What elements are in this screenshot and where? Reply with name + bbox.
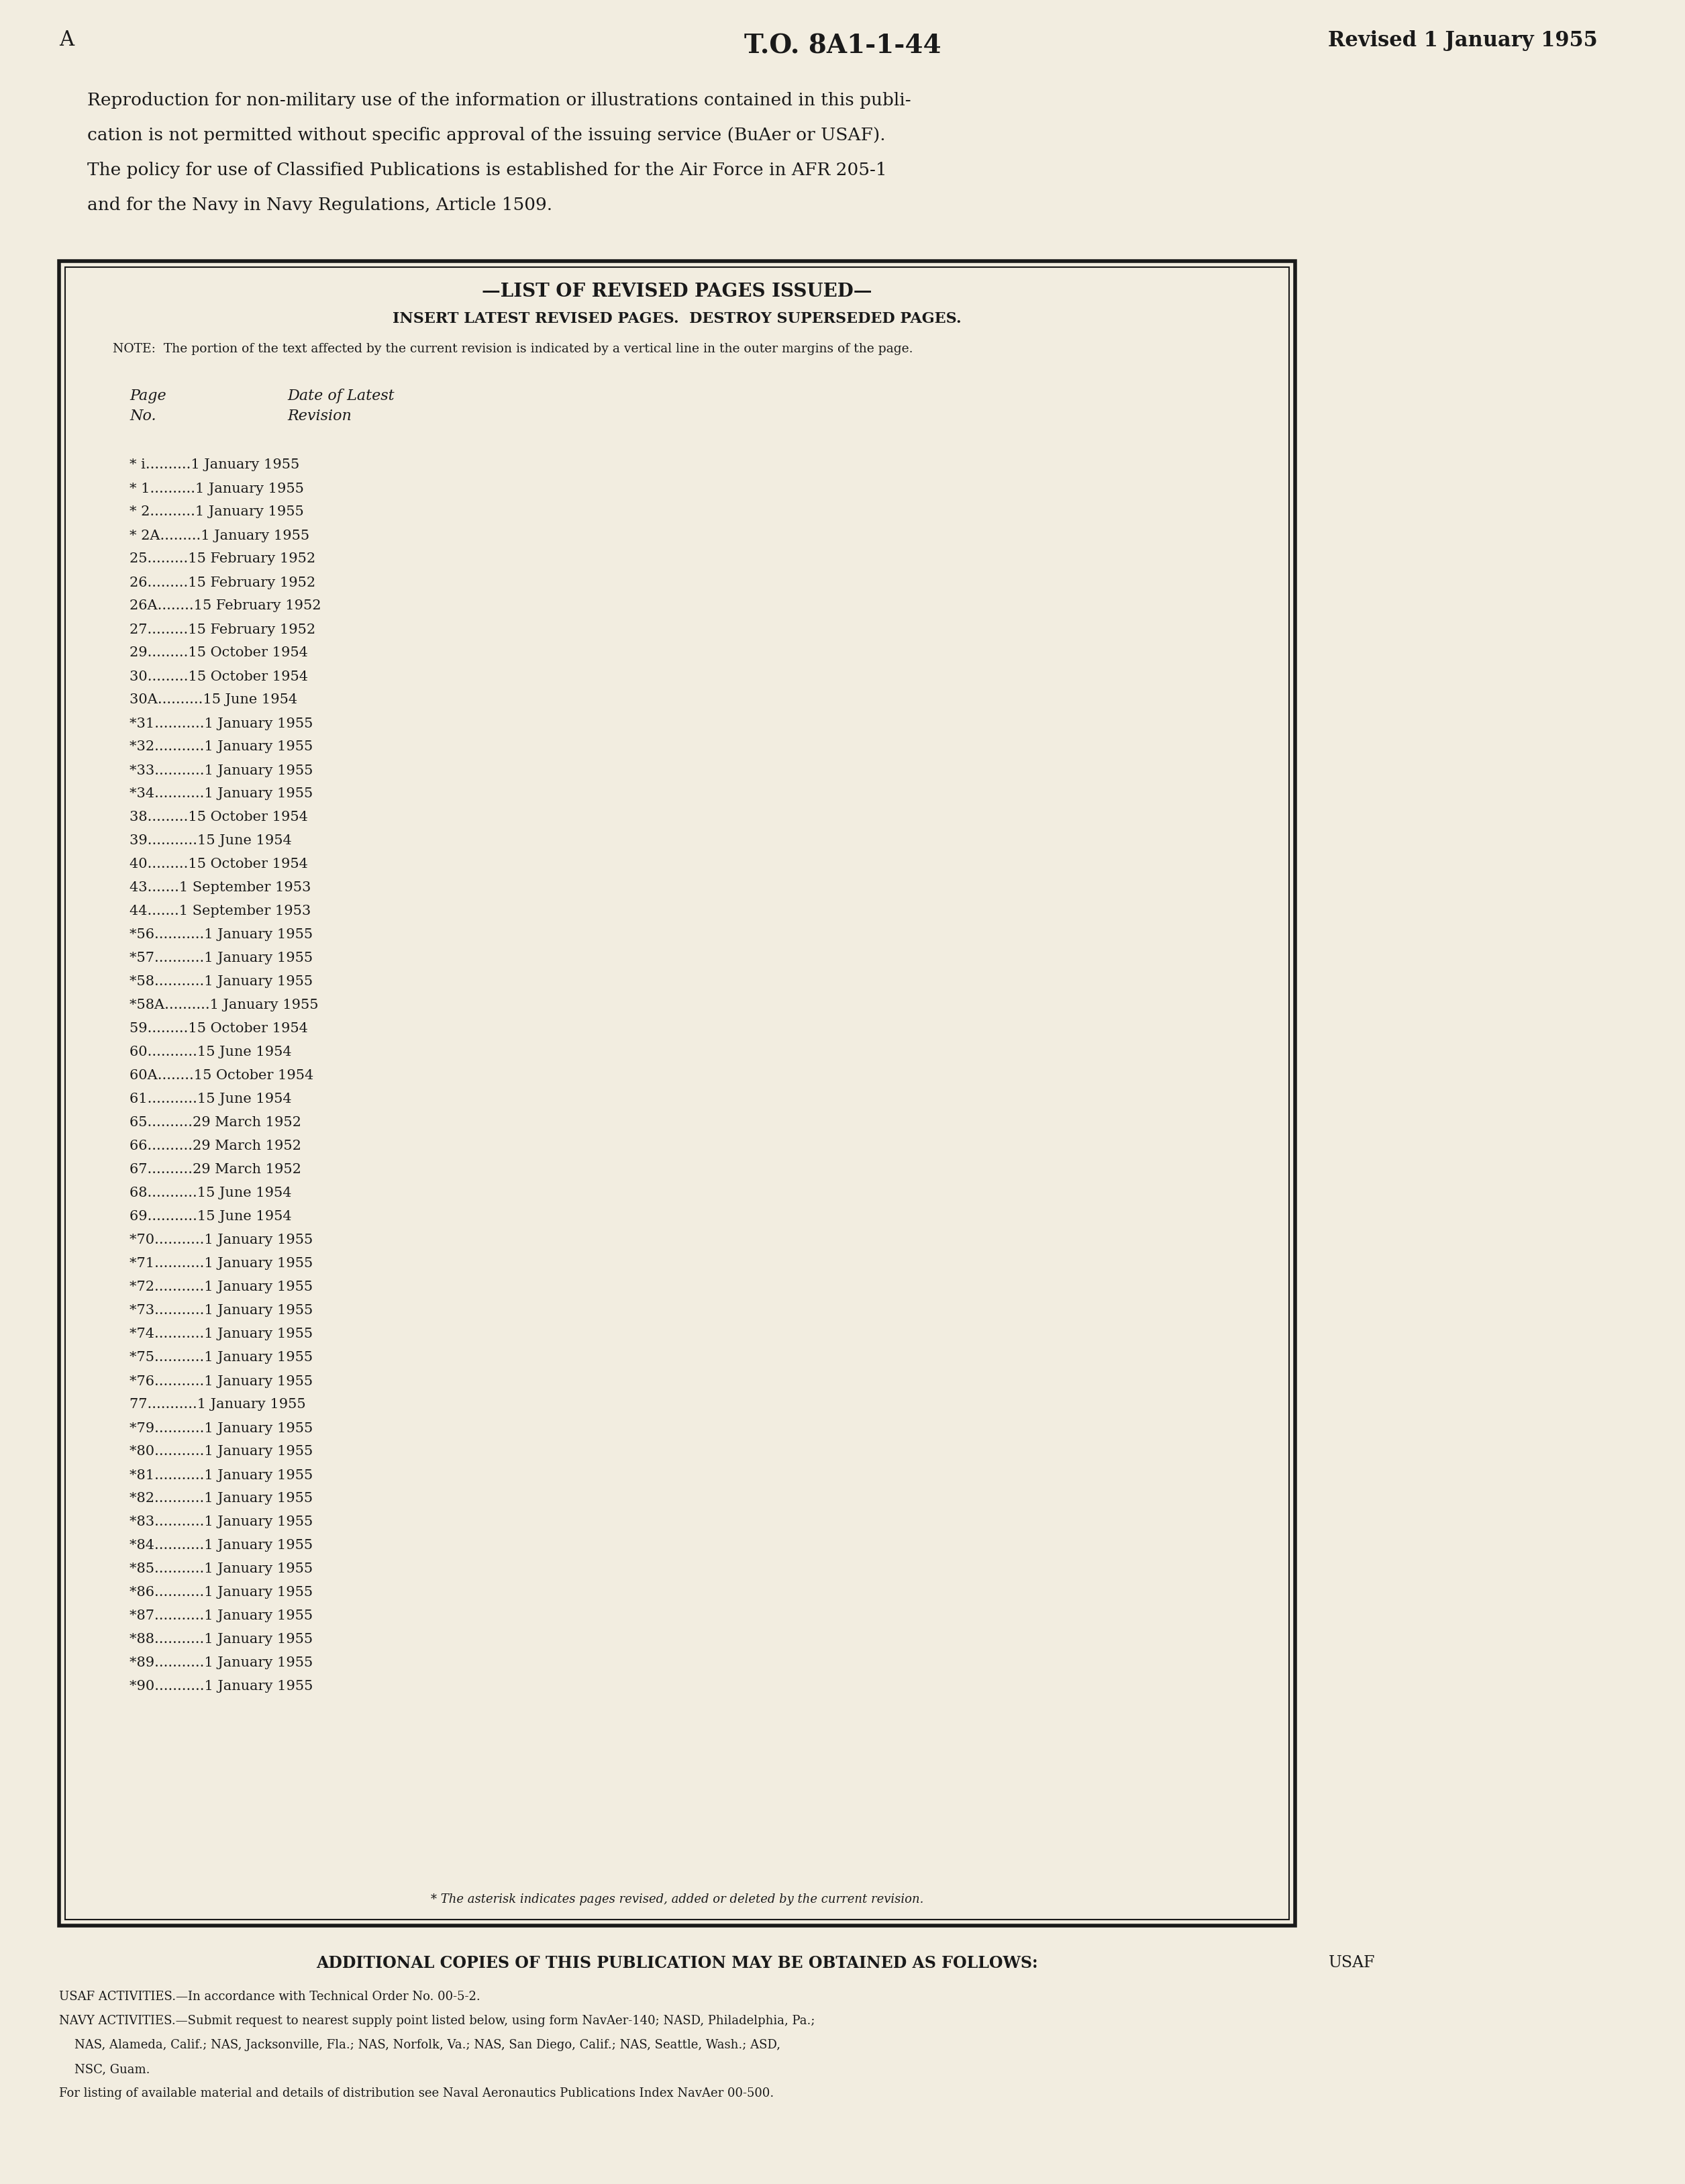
- Text: *87...........1 January 1955: *87...........1 January 1955: [130, 1610, 313, 1623]
- Text: 77...........1 January 1955: 77...........1 January 1955: [130, 1398, 305, 1411]
- Text: 69...........15 June 1954: 69...........15 June 1954: [130, 1210, 292, 1223]
- Text: ADDITIONAL COPIES OF THIS PUBLICATION MAY BE OBTAINED AS FOLLOWS:: ADDITIONAL COPIES OF THIS PUBLICATION MA…: [317, 1955, 1038, 1970]
- Text: T.O. 8A1-1-44: T.O. 8A1-1-44: [745, 33, 940, 59]
- Text: 65..........29 March 1952: 65..........29 March 1952: [130, 1116, 302, 1129]
- Text: *86...........1 January 1955: *86...........1 January 1955: [130, 1586, 313, 1599]
- Text: 40.........15 October 1954: 40.........15 October 1954: [130, 858, 308, 871]
- Text: 68...........15 June 1954: 68...........15 June 1954: [130, 1186, 292, 1199]
- Text: 60...........15 June 1954: 60...........15 June 1954: [130, 1046, 292, 1059]
- Text: *75...........1 January 1955: *75...........1 January 1955: [130, 1352, 313, 1363]
- Text: *76...........1 January 1955: *76...........1 January 1955: [130, 1374, 313, 1387]
- Text: * 2..........1 January 1955: * 2..........1 January 1955: [130, 505, 303, 518]
- Text: 67..........29 March 1952: 67..........29 March 1952: [130, 1164, 302, 1175]
- Text: cation is not permitted without specific approval of the issuing service (BuAer : cation is not permitted without specific…: [88, 127, 886, 144]
- Text: *74...........1 January 1955: *74...........1 January 1955: [130, 1328, 313, 1341]
- Text: *71...........1 January 1955: *71...........1 January 1955: [130, 1258, 313, 1269]
- Text: —LIST OF REVISED PAGES ISSUED—: —LIST OF REVISED PAGES ISSUED—: [482, 282, 873, 299]
- Text: *89...........1 January 1955: *89...........1 January 1955: [130, 1655, 313, 1669]
- Text: * 2A.........1 January 1955: * 2A.........1 January 1955: [130, 529, 310, 542]
- Text: 25.........15 February 1952: 25.........15 February 1952: [130, 553, 315, 566]
- Text: *34...........1 January 1955: *34...........1 January 1955: [130, 788, 313, 799]
- Text: INSERT LATEST REVISED PAGES.  DESTROY SUPERSEDED PAGES.: INSERT LATEST REVISED PAGES. DESTROY SUP…: [393, 312, 962, 325]
- Text: 29.........15 October 1954: 29.........15 October 1954: [130, 646, 308, 660]
- Text: 39...........15 June 1954: 39...........15 June 1954: [130, 834, 292, 847]
- Text: *84...........1 January 1955: *84...........1 January 1955: [130, 1540, 313, 1551]
- Text: 60A........15 October 1954: 60A........15 October 1954: [130, 1070, 313, 1081]
- Text: No.: No.: [130, 408, 157, 424]
- Text: 26.........15 February 1952: 26.........15 February 1952: [130, 577, 315, 590]
- Text: *85...........1 January 1955: *85...........1 January 1955: [130, 1562, 313, 1575]
- Text: *58A..........1 January 1955: *58A..........1 January 1955: [130, 998, 318, 1011]
- Text: USAF: USAF: [1329, 1955, 1375, 1970]
- Text: *81...........1 January 1955: *81...........1 January 1955: [130, 1468, 313, 1481]
- Bar: [66, 269, 1289, 1920]
- Text: *90...........1 January 1955: *90...........1 January 1955: [130, 1679, 313, 1693]
- Text: 27.........15 February 1952: 27.........15 February 1952: [130, 622, 315, 636]
- Text: Page: Page: [130, 389, 167, 404]
- Text: 59.........15 October 1954: 59.........15 October 1954: [130, 1022, 308, 1035]
- Text: * i..........1 January 1955: * i..........1 January 1955: [130, 459, 300, 472]
- Text: Date of Latest: Date of Latest: [286, 389, 394, 404]
- Text: *56...........1 January 1955: *56...........1 January 1955: [130, 928, 313, 941]
- Text: *83...........1 January 1955: *83...........1 January 1955: [130, 1516, 313, 1529]
- Text: 61...........15 June 1954: 61...........15 June 1954: [130, 1092, 292, 1105]
- Text: *57...........1 January 1955: *57...........1 January 1955: [130, 952, 313, 965]
- Text: *73...........1 January 1955: *73...........1 January 1955: [130, 1304, 313, 1317]
- Text: 44.......1 September 1953: 44.......1 September 1953: [130, 904, 310, 917]
- Text: Revised 1 January 1955: Revised 1 January 1955: [1328, 31, 1597, 50]
- Text: NSC, Guam.: NSC, Guam.: [59, 2062, 150, 2075]
- Bar: [59, 262, 1296, 1926]
- Text: *88...........1 January 1955: *88...........1 January 1955: [130, 1634, 313, 1645]
- Text: NAS, Alameda, Calif.; NAS, Jacksonville, Fla.; NAS, Norfolk, Va.; NAS, San Diego: NAS, Alameda, Calif.; NAS, Jacksonville,…: [59, 2038, 780, 2051]
- Text: *32...........1 January 1955: *32...........1 January 1955: [130, 740, 313, 753]
- Text: 38.........15 October 1954: 38.........15 October 1954: [130, 810, 308, 823]
- Text: A: A: [59, 31, 74, 50]
- Text: Reproduction for non-military use of the information or illustrations contained : Reproduction for non-military use of the…: [88, 92, 912, 109]
- Text: USAF ACTIVITIES.—In accordance with Technical Order No. 00-5-2.: USAF ACTIVITIES.—In accordance with Tech…: [59, 1990, 480, 2003]
- Text: NOTE:  The portion of the text affected by the current revision is indicated by : NOTE: The portion of the text affected b…: [113, 343, 913, 356]
- Text: *33...........1 January 1955: *33...........1 January 1955: [130, 764, 313, 778]
- Text: *82...........1 January 1955: *82...........1 January 1955: [130, 1492, 313, 1505]
- Text: * The asterisk indicates pages revised, added or deleted by the current revision: * The asterisk indicates pages revised, …: [431, 1894, 923, 1904]
- Text: *58...........1 January 1955: *58...........1 January 1955: [130, 976, 313, 987]
- Text: *80...........1 January 1955: *80...........1 January 1955: [130, 1446, 313, 1457]
- Text: *72...........1 January 1955: *72...........1 January 1955: [130, 1280, 313, 1293]
- Text: and for the Navy in Navy Regulations, Article 1509.: and for the Navy in Navy Regulations, Ar…: [88, 197, 553, 214]
- Text: NAVY ACTIVITIES.—Submit request to nearest supply point listed below, using form: NAVY ACTIVITIES.—Submit request to neare…: [59, 2014, 816, 2027]
- Text: *79...........1 January 1955: *79...........1 January 1955: [130, 1422, 313, 1435]
- Text: 43.......1 September 1953: 43.......1 September 1953: [130, 882, 312, 893]
- Text: For listing of available material and details of distribution see Naval Aeronaut: For listing of available material and de…: [59, 2086, 773, 2099]
- Text: Revision: Revision: [286, 408, 352, 424]
- Text: 26A........15 February 1952: 26A........15 February 1952: [130, 601, 322, 612]
- Text: 66..........29 March 1952: 66..........29 March 1952: [130, 1140, 302, 1153]
- Text: *31...........1 January 1955: *31...........1 January 1955: [130, 716, 313, 729]
- Text: * 1..........1 January 1955: * 1..........1 January 1955: [130, 483, 303, 496]
- Text: The policy for use of Classified Publications is established for the Air Force i: The policy for use of Classified Publica…: [88, 162, 886, 179]
- Text: *70...........1 January 1955: *70...........1 January 1955: [130, 1234, 313, 1247]
- Text: 30.........15 October 1954: 30.........15 October 1954: [130, 670, 308, 684]
- Text: 30A..........15 June 1954: 30A..........15 June 1954: [130, 695, 297, 705]
